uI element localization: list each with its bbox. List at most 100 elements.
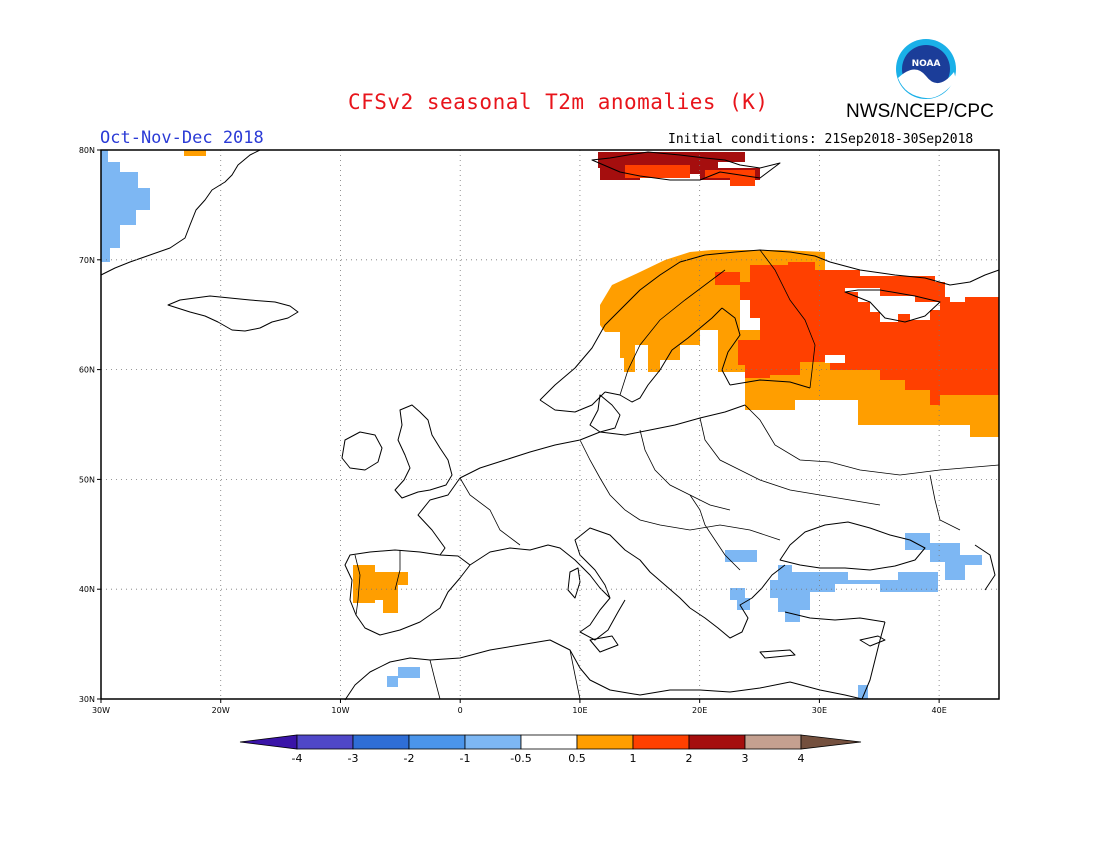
colorbar-label: 3 <box>742 752 749 765</box>
colorbar-label: -2 <box>404 752 415 765</box>
lat-tick-label: 40N <box>79 585 95 594</box>
lon-tick-label: 10E <box>572 706 587 715</box>
anomaly-patches <box>101 150 999 699</box>
lat-tick-label: 60N <box>79 366 95 375</box>
colorbar-label: -0.5 <box>510 752 531 765</box>
coastline-crete <box>759 649 796 659</box>
coastline-scandinavia <box>539 249 831 401</box>
anomaly-patch-greenland-warm <box>184 150 206 156</box>
border-iberia <box>394 550 401 591</box>
map-title: CFSv2 seasonal T2m anomalies (K) <box>348 90 769 114</box>
border-europe-8 <box>354 554 361 616</box>
border-europe-1 <box>459 477 521 546</box>
anomaly-patch-turkey-cold <box>770 565 938 622</box>
noaa-logo: NOAA <box>896 39 956 99</box>
colorbar-label: -1 <box>460 752 471 765</box>
coastline-svalbard <box>591 151 781 181</box>
anomaly-patch-scandinavia-warm <box>600 250 999 437</box>
map-axis-ticks: 30W 20W 10W 0 10E 20E 30E 40E 80N 70N 60N 50N 40N 30N <box>79 146 947 715</box>
coastline-baltic-west <box>604 307 723 403</box>
anomaly-patch-svalbard-warm-3 <box>705 170 755 186</box>
coastline-italy-south <box>579 597 626 641</box>
coastline-gulf-finland <box>729 379 811 389</box>
national-borders <box>354 249 1000 700</box>
lon-tick-label: 30E <box>812 706 827 715</box>
coastline-black-sea <box>779 521 926 571</box>
border-africa <box>429 659 441 700</box>
lat-tick-label: 80N <box>79 146 95 155</box>
anomaly-gap-white-sea <box>845 288 940 322</box>
coastline-kola <box>829 261 1000 286</box>
anomaly-patch-aegean-cold <box>730 588 750 610</box>
coastline-denmark <box>589 394 621 433</box>
lat-tick-label: 70N <box>79 256 95 265</box>
colorbar-label: 4 <box>798 752 805 765</box>
colorbar-right-arrow <box>800 734 862 750</box>
coastline-caspian <box>974 544 996 591</box>
colorbar-segment <box>464 734 522 750</box>
coastline-continent-north <box>459 404 746 479</box>
colorbar-label: 2 <box>686 752 693 765</box>
coastline-france <box>417 477 461 556</box>
lon-tick-label: 40E <box>932 706 947 715</box>
border-norway-sweden <box>619 269 726 396</box>
coastline-med-north <box>469 527 691 609</box>
colorbar-segment <box>352 734 410 750</box>
colorbar-segment <box>576 734 634 750</box>
border-russia-kaz <box>929 474 961 531</box>
colorbar-label: 1 <box>630 752 637 765</box>
coastline-north-africa <box>344 639 863 701</box>
coastline-norway-south <box>539 391 606 413</box>
coastline-cyprus <box>859 635 886 647</box>
anomaly-patch-greenland-cold <box>101 150 150 262</box>
noaa-logo-text: NOAA <box>912 59 941 69</box>
lon-tick-label: 20W <box>212 706 230 715</box>
lon-tick-label: 10W <box>331 706 349 715</box>
colorbar: -4 -3 -2 -1 -0.5 0.5 1 2 3 4 <box>239 734 862 765</box>
anomaly-patch-africa-cold <box>387 667 420 687</box>
coastline-white-sea <box>844 289 941 323</box>
coastline-turkey-south <box>784 611 886 623</box>
coastline-britain <box>394 404 453 499</box>
colorbar-segment <box>688 734 746 750</box>
border-europe-7 <box>689 494 741 571</box>
border-africa-2 <box>569 649 581 700</box>
colorbar-segment <box>744 734 802 750</box>
colorbar-segment <box>520 734 578 750</box>
coastline-greece <box>689 564 786 639</box>
lon-tick-label: 30W <box>92 706 110 715</box>
colorbar-segment <box>408 734 466 750</box>
anomaly-patch-levant-cold <box>858 685 868 699</box>
coastline-iceland <box>167 295 299 332</box>
org-label: NWS/NCEP/CPC <box>846 101 994 122</box>
anomaly-patch-iberia-warm <box>353 565 408 613</box>
anomaly-patch-caucasus-cold <box>905 533 982 580</box>
colorbar-segment <box>296 734 354 750</box>
coastline-ireland <box>341 431 383 471</box>
coastline-levant <box>861 621 886 700</box>
border-europe-5 <box>744 404 1000 476</box>
lon-tick-label: 0 <box>458 706 463 715</box>
coastline-sicily <box>589 635 619 653</box>
coastlines <box>100 149 1000 701</box>
lat-tick-label: 50N <box>79 475 95 484</box>
season-label: Oct-Nov-Dec 2018 <box>100 128 264 148</box>
colorbar-label: -4 <box>292 752 303 765</box>
border-europe-6 <box>639 519 781 541</box>
map-frame <box>100 149 1000 700</box>
anomaly-patch-balkans-cold <box>725 550 757 562</box>
border-finland-russia <box>759 249 816 389</box>
coastline-iberia <box>344 549 471 636</box>
coastline-corsica <box>567 567 581 599</box>
lat-tick-label: 30N <box>79 695 95 704</box>
initial-conditions-label: Initial conditions: 21Sep2018-30Sep2018 <box>668 132 974 147</box>
colorbar-label: -3 <box>348 752 359 765</box>
colorbar-segment <box>632 734 690 750</box>
anomaly-gap-small <box>825 355 845 363</box>
anomaly-patch-svalbard-warm-2 <box>625 165 690 178</box>
border-europe-2 <box>579 439 641 521</box>
colorbar-left-arrow <box>239 734 298 750</box>
colorbar-label: 0.5 <box>568 752 586 765</box>
lon-tick-label: 20E <box>692 706 707 715</box>
coastline-gulf-bothnia <box>721 307 741 386</box>
